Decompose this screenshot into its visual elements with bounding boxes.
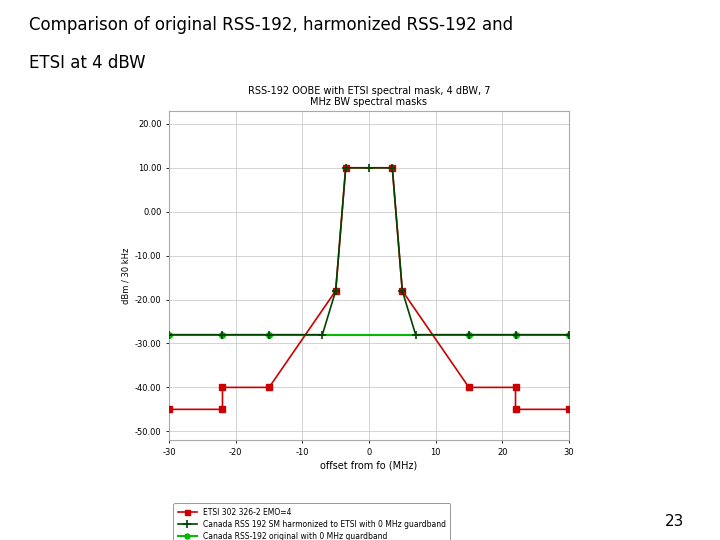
Canada RSS 192 SM harmonized to ETSI with 0 MHz guardband	[511, 332, 520, 338]
Canada RSS-192 original with 0 MHz guardband	[464, 332, 473, 338]
Text: Comparison of original RSS-192, harmonized RSS-192 and: Comparison of original RSS-192, harmoniz…	[29, 16, 513, 34]
Canada RSS-192 original with 0 MHz guardband	[511, 332, 520, 338]
Canada RSS 192 SM harmonized to ETSI with 0 MHz guardband	[464, 332, 473, 338]
X-axis label: offset from fo (MHz): offset from fo (MHz)	[320, 461, 418, 471]
Y-axis label: dBm / 30 kHz: dBm / 30 kHz	[122, 247, 130, 303]
ETSI 302 326-2 EMO=4	[511, 384, 520, 390]
ETSI 302 326-2 EMO=4	[218, 406, 227, 413]
Canada RSS 192 SM harmonized to ETSI with 0 MHz guardband	[331, 287, 340, 294]
Line: Canada RSS 192 SM harmonized to ETSI with 0 MHz guardband: Canada RSS 192 SM harmonized to ETSI wit…	[165, 164, 573, 339]
Text: ETSI at 4 dBW: ETSI at 4 dBW	[29, 54, 145, 72]
Title: RSS-192 OOBE with ETSI spectral mask, 4 dBW, 7
MHz BW spectral masks: RSS-192 OOBE with ETSI spectral mask, 4 …	[248, 85, 490, 107]
Canada RSS 192 SM harmonized to ETSI with 0 MHz guardband	[165, 332, 174, 338]
ETSI 302 326-2 EMO=4	[341, 165, 350, 171]
ETSI 302 326-2 EMO=4	[265, 384, 274, 390]
Canada RSS 192 SM harmonized to ETSI with 0 MHz guardband	[365, 165, 374, 171]
Canada RSS-192 original with 0 MHz guardband	[165, 332, 174, 338]
Legend: ETSI 302 326-2 EMO=4, Canada RSS 192 SM harmonized to ETSI with 0 MHz guardband,: ETSI 302 326-2 EMO=4, Canada RSS 192 SM …	[173, 503, 451, 540]
ETSI 302 326-2 EMO=4	[398, 287, 407, 294]
Canada RSS-192 original with 0 MHz guardband	[218, 332, 227, 338]
Canada RSS 192 SM harmonized to ETSI with 0 MHz guardband	[388, 165, 397, 171]
ETSI 302 326-2 EMO=4	[511, 406, 520, 413]
Canada RSS 192 SM harmonized to ETSI with 0 MHz guardband	[218, 332, 227, 338]
Canada RSS-192 original with 0 MHz guardband	[265, 332, 274, 338]
Line: Canada RSS-192 original with 0 MHz guardband: Canada RSS-192 original with 0 MHz guard…	[166, 332, 572, 338]
Canada RSS 192 SM harmonized to ETSI with 0 MHz guardband	[265, 332, 274, 338]
Canada RSS-192 original with 0 MHz guardband	[564, 332, 573, 338]
Canada RSS 192 SM harmonized to ETSI with 0 MHz guardband	[341, 165, 350, 171]
ETSI 302 326-2 EMO=4	[464, 384, 473, 390]
ETSI 302 326-2 EMO=4	[331, 287, 340, 294]
ETSI 302 326-2 EMO=4	[388, 165, 397, 171]
Line: ETSI 302 326-2 EMO=4: ETSI 302 326-2 EMO=4	[166, 165, 572, 412]
Canada RSS 192 SM harmonized to ETSI with 0 MHz guardband	[398, 287, 407, 294]
ETSI 302 326-2 EMO=4	[165, 406, 174, 413]
ETSI 302 326-2 EMO=4	[564, 406, 573, 413]
Canada RSS 192 SM harmonized to ETSI with 0 MHz guardband	[411, 332, 420, 338]
ETSI 302 326-2 EMO=4	[218, 384, 227, 390]
Canada RSS 192 SM harmonized to ETSI with 0 MHz guardband	[318, 332, 327, 338]
Text: 23: 23	[665, 514, 684, 529]
Canada RSS 192 SM harmonized to ETSI with 0 MHz guardband	[564, 332, 573, 338]
